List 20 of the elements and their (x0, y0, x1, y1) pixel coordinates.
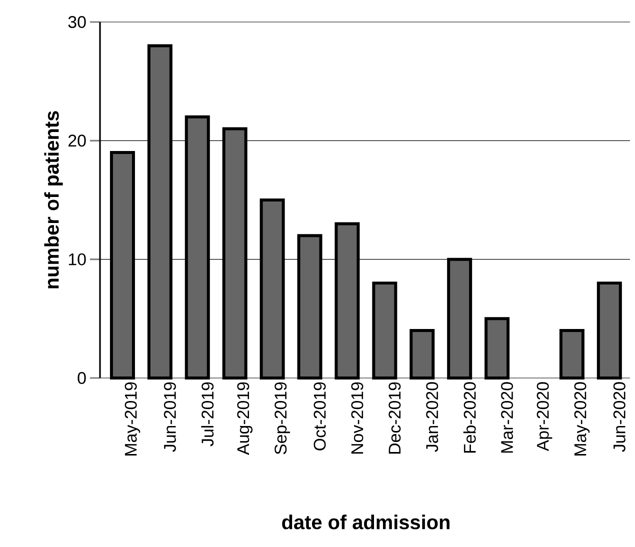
x-tick-label: Nov-2019 (351, 382, 364, 454)
x-tick-label: Jun-2020 (613, 382, 626, 452)
x-tick-label: Mar-2020 (501, 382, 514, 453)
x-tick-label: Oct-2019 (314, 382, 326, 450)
x-tick-label: Jul-2019 (201, 382, 214, 446)
y-tick-label: 30 (68, 16, 86, 28)
x-tick-label: Sep-2019 (274, 382, 290, 454)
x-tick-label: Jan-2020 (426, 382, 438, 452)
y-tick-label: 0 (78, 372, 86, 384)
x-tick-label: Apr-2020 (536, 382, 552, 452)
y-tick-label: 10 (68, 253, 86, 266)
x-tick-label: May-2019 (124, 382, 140, 456)
x-tick-label: Aug-2019 (237, 382, 253, 455)
x-tick-label: Dec-2019 (388, 382, 401, 454)
x-tick-label: Jun-2019 (164, 382, 176, 452)
y-tick-label: 20 (68, 134, 86, 147)
x-tick-label: May-2020 (574, 382, 590, 456)
x-tick-label: Feb-2020 (463, 382, 476, 453)
y-axis-title: number of patients (44, 111, 63, 288)
x-axis-title: date of admission (282, 514, 450, 530)
